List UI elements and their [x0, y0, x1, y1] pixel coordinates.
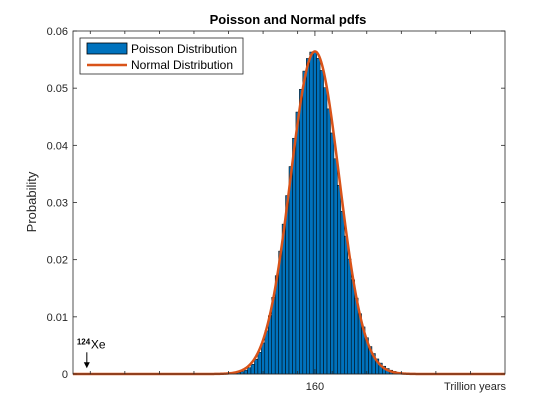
y-axis-ticks: 0 0.01 0.02 0.03 0.04 0.05 0.06: [47, 26, 505, 381]
bar-154: [292, 137, 297, 375]
y-tick-label: 0.02: [47, 255, 68, 267]
x-axis-ticks: 160: [89, 31, 471, 393]
bar-160: [312, 51, 317, 375]
chart-title: Poisson and Normal pdfs: [210, 12, 367, 27]
y-tick-label: 0.01: [47, 312, 68, 324]
bar-171: [350, 279, 355, 375]
plot-area: 0 0.01 0.02 0.03 0.04 0.05 0.06 160 Trillion y…: [47, 26, 507, 393]
annotation-superscript: 124: [77, 337, 91, 346]
bar-166: [333, 158, 338, 375]
bar-153: [288, 166, 293, 375]
bar-140: [243, 369, 248, 375]
bar-158: [306, 58, 310, 375]
bar-164: [326, 108, 331, 375]
y-tick-label: 0.04: [47, 140, 68, 152]
bar-142: [250, 363, 255, 375]
bar-141: [247, 367, 252, 375]
x-axis-unit-label: Trillion years: [444, 381, 506, 393]
bar-163: [323, 87, 328, 375]
x-tick-label: 160: [306, 381, 324, 393]
bar-169: [344, 235, 349, 375]
y-tick-label: 0.03: [47, 198, 68, 210]
bar-168: [340, 211, 345, 375]
bar-156: [299, 89, 304, 375]
bar-165: [330, 132, 335, 375]
legend-label-normal: Normal Distribution: [131, 58, 233, 72]
bar-167: [337, 184, 342, 375]
bar-143: [254, 358, 259, 375]
down-arrow-icon: [83, 362, 90, 369]
y-tick-label: 0.06: [47, 26, 68, 38]
legend: Poisson Distribution Normal Distribution: [79, 37, 244, 75]
y-tick-label: 0.05: [47, 83, 68, 95]
annotation-label: Xe: [91, 337, 106, 351]
y-axis-label: Probability: [24, 171, 39, 232]
xe-124-annotation: 124 Xe: [77, 337, 106, 369]
bar-144: [257, 352, 262, 375]
y-tick-label: 0: [62, 369, 68, 381]
bar-146: [264, 330, 269, 375]
bar-159: [309, 51, 314, 375]
legend-label-poisson: Poisson Distribution: [131, 42, 237, 56]
legend-swatch-poisson: [86, 42, 128, 55]
bar-145: [261, 342, 266, 375]
bar-162: [319, 70, 324, 375]
bar-series: [212, 51, 442, 375]
bar-161: [316, 58, 321, 375]
bar-157: [302, 70, 307, 375]
bar-155: [295, 111, 300, 375]
bar-170: [347, 258, 352, 375]
